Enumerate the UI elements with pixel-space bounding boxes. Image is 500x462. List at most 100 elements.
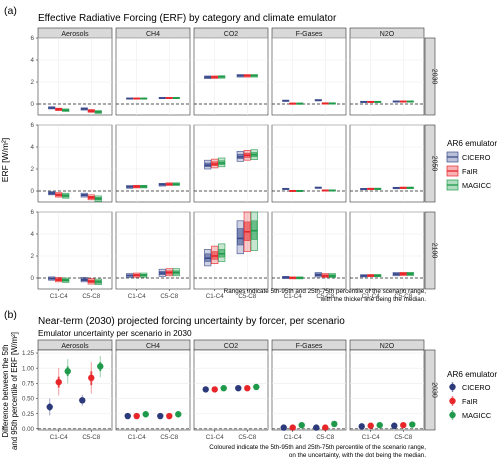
y-tick-label: 6 xyxy=(31,35,35,42)
panel-b-plot: Aerosols 0.00 0.25 0.50 0.75 1.00 1.25 C1-C4 C5-… xyxy=(22,339,438,441)
point-CH4-C1-C4-FaIR xyxy=(133,412,140,420)
panel-b-ylabel-line-2: and 95th percentile of ERF [W/m²] xyxy=(10,332,19,450)
y-tick-label: 6 xyxy=(31,122,35,129)
legend-label-FaIR: FaIR xyxy=(462,167,478,176)
y-tick-label: 0.00 xyxy=(22,426,35,433)
panel-b-title: Near-term (2030) projected forcing uncer… xyxy=(38,316,345,327)
x-tick-label-C1-C4: C1-C4 xyxy=(128,434,146,441)
facet-label-Aerosols: Aerosols xyxy=(61,343,89,350)
y-tick-label: 0 xyxy=(31,188,35,195)
legend-label-FaIR: FaIR xyxy=(462,397,478,406)
point-N2O-C1-C4-MAGICC xyxy=(376,421,383,429)
y-tick-label: 0.50 xyxy=(22,396,35,403)
plot-area-Aerosols-2050 xyxy=(37,124,113,203)
x-tick-label-C1-C4: C1-C4 xyxy=(362,293,380,300)
facet-label-Aerosols: Aerosols xyxy=(61,31,89,38)
x-tick-label-C5-C8: C5-C8 xyxy=(160,293,178,300)
x-tick-label-C5-C8: C5-C8 xyxy=(238,434,256,441)
point-CO2-C5-C8-CICERO xyxy=(235,384,242,392)
facet-label-N2O: N2O xyxy=(380,343,395,350)
point-Aerosols-C5-C8-MAGICC xyxy=(97,363,104,370)
y-tick-label: 2 xyxy=(31,166,35,173)
point-F-Gases-C1-C4-CICERO xyxy=(280,424,287,431)
y-tick-label: 4 xyxy=(31,57,35,64)
x-tick-label-C5-C8: C5-C8 xyxy=(394,293,412,300)
point-F-Gases-C1-C4-FaIR xyxy=(289,424,296,431)
y-tick-label: 1.00 xyxy=(22,365,35,372)
point-Aerosols-C1-C4-FaIR xyxy=(55,378,62,386)
x-tick-label-C5-C8: C5-C8 xyxy=(82,293,100,300)
x-tick-label-C1-C4: C1-C4 xyxy=(50,293,68,300)
panel-a-legend-title: AR6 emulator xyxy=(447,139,497,148)
y-tick-label: 2 xyxy=(31,253,35,260)
y-tick-label: 4 xyxy=(31,144,35,151)
x-tick-label-C1-C4: C1-C4 xyxy=(128,293,146,300)
panel-b-legend: AR6 emulator CICERO FaIR MAGICC xyxy=(447,370,497,420)
point-CO2-C5-C8-MAGICC xyxy=(253,383,260,391)
point-CH4-C5-C8-MAGICC xyxy=(175,411,182,418)
legend-key-CICERO xyxy=(449,383,456,391)
point-N2O-C5-C8-FaIR xyxy=(400,421,407,429)
panel-b-subtitle: Emulator uncertainty per scenario in 203… xyxy=(38,328,192,338)
x-tick-label-C1-C4: C1-C4 xyxy=(284,434,302,441)
y-tick-label: 1.25 xyxy=(22,350,35,357)
panel-a-note-line-2: with the thicker line being the median. xyxy=(320,296,427,303)
point-CH4-C1-C4-CICERO xyxy=(124,412,131,420)
point-N2O-C1-C4-CICERO xyxy=(358,423,365,430)
x-tick-label-C1-C4: C1-C4 xyxy=(362,434,380,441)
x-tick-label-C5-C8: C5-C8 xyxy=(316,293,334,300)
plot-area-N2O-2030 xyxy=(349,37,425,116)
y-tick-label: 2 xyxy=(31,79,35,86)
point-N2O-C1-C4-FaIR xyxy=(367,422,374,429)
plot-area-Aerosols-2100 xyxy=(37,211,113,290)
box-iqr-CO2-2100-C5-C8-CICERO xyxy=(237,228,244,246)
legend-label-CICERO: CICERO xyxy=(462,383,491,392)
panel-a-plot: Aerosols 0 2 4 6 0 2 4 6 0 2 4 6 C1-C4 C5-C8 CH4 C1-C4 C5… xyxy=(31,27,438,300)
x-tick-label-C1-C4: C1-C4 xyxy=(206,434,224,441)
facet-strip-2030 xyxy=(424,349,436,431)
facet-label-F-Gases: F-Gases xyxy=(296,31,323,38)
panel-b-legend-title: AR6 emulator xyxy=(447,370,497,379)
point-CO2-C1-C4-FaIR xyxy=(211,386,218,393)
point-Aerosols-C5-C8-FaIR xyxy=(88,374,95,382)
plot-area-F-Gases xyxy=(271,349,347,431)
point-Aerosols-C5-C8-CICERO xyxy=(79,397,86,404)
panel-a-ylabel: ERF [W/m²] xyxy=(0,138,10,182)
x-tick-label-C5-C8: C5-C8 xyxy=(238,293,256,300)
panel-a-label: (a) xyxy=(4,5,17,17)
plot-area-F-Gases-2050 xyxy=(271,124,347,203)
facet-label-2030: 2030 xyxy=(431,69,438,85)
facet-label-2050: 2050 xyxy=(431,156,438,172)
facet-label-CH4: CH4 xyxy=(146,343,160,350)
legend-key-MAGICC xyxy=(449,411,456,419)
point-CH4-C5-C8-FaIR xyxy=(166,412,173,420)
y-tick-label: 0 xyxy=(31,101,35,108)
point-Aerosols-C1-C4-CICERO xyxy=(46,403,53,411)
y-tick-label: 0.75 xyxy=(22,381,35,388)
point-F-Gases-C5-C8-CICERO xyxy=(313,424,320,431)
point-CO2-C1-C4-CICERO xyxy=(202,386,209,393)
y-tick-label: 0 xyxy=(31,275,35,282)
facet-label-F-Gases: F-Gases xyxy=(296,343,323,350)
panel-a-note-line-1: Ranges indicate 5th-95th and 25th-75th p… xyxy=(224,288,427,295)
x-tick-label-C5-C8: C5-C8 xyxy=(82,434,100,441)
y-tick-label: 0.25 xyxy=(22,411,35,418)
legend-label-MAGICC: MAGICC xyxy=(462,181,491,190)
panel-b-note-line-2: on the uncertainty, with the dot being t… xyxy=(289,452,426,459)
legend-label-CICERO: CICERO xyxy=(462,153,491,162)
plot-area-N2O xyxy=(349,349,425,431)
point-CH4-C5-C8-CICERO xyxy=(157,412,164,420)
x-tick-label-C5-C8: C5-C8 xyxy=(160,434,178,441)
facet-strip-2030 xyxy=(424,37,436,116)
panel-b-note-line-1: Coloured indicate the 5th-95th and 25th-… xyxy=(209,444,426,451)
facet-strip-2100 xyxy=(424,211,436,290)
plot-area-Aerosols-2030 xyxy=(37,37,113,116)
facet-label-2030: 2030 xyxy=(431,382,438,398)
facet-label-CH4: CH4 xyxy=(146,31,160,38)
point-CO2-C5-C8-FaIR xyxy=(244,384,251,392)
point-CO2-C1-C4-MAGICC xyxy=(220,384,227,392)
y-tick-label: 4 xyxy=(31,231,35,238)
point-F-Gases-C1-C4-MAGICC xyxy=(298,421,305,429)
x-tick-label-C5-C8: C5-C8 xyxy=(394,434,412,441)
plot-area-N2O-2050 xyxy=(349,124,425,203)
